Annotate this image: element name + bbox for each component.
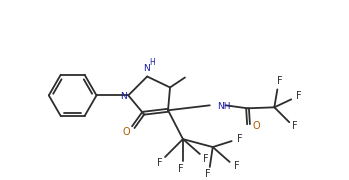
Text: N: N	[143, 64, 150, 73]
Text: F: F	[292, 121, 298, 131]
Text: F: F	[276, 76, 282, 86]
Text: F: F	[234, 161, 239, 171]
Text: H: H	[149, 58, 155, 67]
Text: N: N	[120, 92, 127, 101]
Text: F: F	[203, 154, 209, 164]
Text: F: F	[178, 164, 184, 174]
Text: O: O	[122, 127, 130, 137]
Text: F: F	[296, 91, 302, 101]
Text: NH: NH	[217, 102, 230, 111]
Text: F: F	[237, 134, 243, 144]
Text: F: F	[157, 158, 163, 168]
Text: O: O	[253, 121, 260, 131]
Text: F: F	[205, 169, 210, 179]
